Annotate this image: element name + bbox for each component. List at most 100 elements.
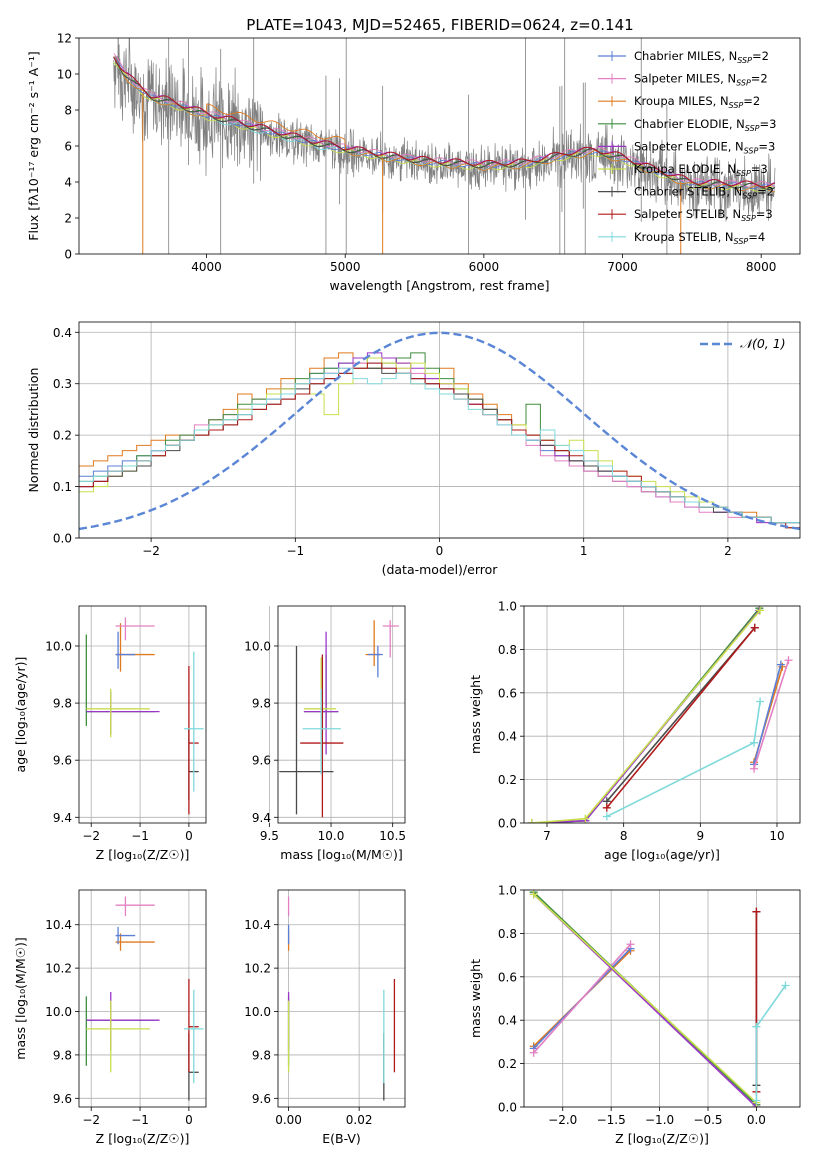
errorbar-point-salpeter_elodie [86, 991, 160, 1051]
weight-marker [752, 907, 761, 916]
errorbar-point-salpeter_elodie [86, 691, 160, 735]
legend-label: Kroupa STELIB, NSSP=4 [634, 230, 765, 246]
x-tick-label: −2.0 [548, 1113, 577, 1127]
weight-marker [529, 1048, 538, 1057]
weight-marker [776, 660, 785, 669]
x-tick-label: 8000 [746, 260, 777, 274]
y-tick-label: 9.8 [252, 1048, 271, 1062]
x-tick-label: −2 [142, 544, 160, 558]
legend-entry: Salpeter MILES, NSSP=2 [598, 72, 768, 88]
x-tick-label: 0.00 [275, 1113, 302, 1127]
x-tick-label: 10.0 [318, 829, 345, 843]
errorbar-point-kroupa_stelib [184, 651, 204, 792]
weight-plot-area [529, 890, 790, 1107]
weight-plot-area [527, 606, 793, 823]
x-axis-label: age [log₁₀(age/yr)] [604, 847, 720, 862]
y-tick-label: 2 [64, 212, 72, 226]
plot-frame [523, 605, 801, 824]
x-tick-label: 0.02 [346, 1113, 373, 1127]
errorbar-plot-area [287, 896, 396, 1101]
x-axis-label: Z [log₁₀(Z/Z☉)] [96, 847, 190, 862]
y-tick-label: 10.0 [45, 1005, 72, 1019]
weight-line-kroupa_stelib [606, 701, 761, 818]
errorbar-plot-area [85, 617, 204, 815]
weight-line-kroupa_elodie [533, 893, 757, 1104]
weight-line-salpeter_elodie [531, 609, 761, 823]
y-tick-label: 0.3 [53, 377, 72, 391]
x-axis-label: (data-model)/error [382, 562, 499, 577]
weight-marker [752, 1096, 761, 1105]
x-tick-label: 0 [185, 1113, 193, 1127]
legend-entry: Chabrier STELIB, NSSP=2 [598, 185, 774, 201]
y-axis-label: age [log₁₀(age/yr)] [13, 657, 28, 773]
y-tick-label: 1.0 [498, 600, 517, 614]
plot-frame [78, 889, 207, 1108]
legend-label: Salpeter MILES, NSSP=2 [634, 72, 768, 88]
x-tick-label: 10.5 [379, 829, 406, 843]
errorbar-plot-area [279, 620, 399, 818]
residuals-legend: 𝒩(0, 1) [700, 336, 786, 351]
y-tick-label: 9.8 [53, 1048, 72, 1062]
x-tick-label: 4000 [191, 260, 222, 274]
weight-marker [781, 981, 790, 990]
plot-frame [277, 605, 406, 824]
weight-vs-metallicity-panel: −2.0 −1.5 −1.0 −0.5 0.0 0.0 0.2 0.4 0.6 0.8 1.0 Z [… [468, 884, 801, 1146]
weight-line-salpeter_miles [753, 660, 790, 770]
spectrum-legend: Chabrier MILES, NSSP=2 Salpeter MILES, NS… [598, 49, 776, 246]
y-tick-label: 0.0 [498, 817, 517, 831]
legend-label: 𝒩(0, 1) [740, 336, 786, 351]
y-tick-label: 9.4 [53, 811, 72, 825]
model-spectrum-kroupa_elodie [113, 61, 776, 192]
age-vs-metallicity-panel: −2 −1 0 9.4 9.6 9.8 10.0 Z [log₁₀(Z/Z☉)] age [lo… [13, 605, 207, 862]
legend-entry: Chabrier MILES, NSSP=2 [598, 49, 769, 65]
weight-marker [756, 697, 765, 706]
y-tick-label: 0.4 [498, 1014, 517, 1028]
y-tick-label: 10 [57, 68, 72, 82]
x-tick-label: 5000 [330, 260, 361, 274]
weight-marker [750, 738, 758, 747]
weight-marker [750, 623, 759, 632]
spectrum-plot-area [113, 38, 776, 254]
errorbar-point-salpeter_miles [115, 896, 155, 917]
errorbar-point-chabrier_stelib [279, 645, 334, 815]
model-spectrum-salpeter_stelib [113, 56, 776, 188]
y-axis-label: mass weight [468, 959, 483, 1038]
x-axis-label: wavelength [Angstrom, rest frame] [329, 278, 549, 293]
weight-line-kroupa_stelib [755, 985, 787, 1101]
weight-marker [527, 819, 536, 823]
x-tick-label: −2 [82, 829, 100, 843]
weight-marker [626, 940, 635, 949]
errorbar-point-kroupa_elodie [86, 1000, 150, 1073]
y-tick-label: 0.0 [53, 532, 72, 546]
y-axis-label: mass [log₁₀(M/M☉)] [13, 937, 28, 1059]
plot-frame [78, 605, 207, 824]
observed-spectrum-line [113, 38, 776, 222]
y-tick-label: 10.4 [45, 918, 72, 932]
weight-marker [581, 814, 590, 823]
y-tick-label: 10.0 [244, 639, 271, 653]
legend-entry: Kroupa STELIB, NSSP=4 [598, 230, 765, 246]
y-tick-label: 0.8 [498, 643, 517, 657]
y-tick-label: 9.6 [252, 754, 271, 768]
model-spectrum-salpeter_miles [113, 53, 776, 188]
errorbar-point-salpeter_miles [382, 620, 399, 658]
x-tick-label: −1 [131, 1113, 149, 1127]
y-tick-label: 0 [64, 248, 72, 262]
y-tick-label: 10.0 [244, 1005, 271, 1019]
errorbar-point-kroupa_miles [115, 623, 155, 672]
legend-label: Chabrier STELIB, NSSP=2 [634, 185, 774, 201]
errorbar-plot-area [85, 896, 204, 1101]
errorbar-point-chabrier_miles [115, 631, 136, 669]
figure-title: PLATE=1043, MJD=52465, FIBERID=0624, z=0… [246, 16, 633, 34]
y-tick-label: 0.6 [498, 970, 517, 984]
errorbar-point-salpeter_miles [115, 617, 155, 641]
mass-vs-metallicity-panel: −2 −1 0 9.6 9.8 10.0 10.2 10.4 Z [log₁₀(Z/Z☉)] ma… [13, 889, 207, 1146]
residuals-plot-area [79, 331, 800, 538]
legend-entry: Kroupa MILES, NSSP=2 [598, 94, 760, 110]
y-tick-label: 9.6 [53, 754, 72, 768]
x-axis-label: Z [log₁₀(Z/Z☉)] [96, 1131, 190, 1146]
weight-line-chabrier_elodie [531, 607, 761, 823]
mass-vs-extinction-panel: 0.00 0.02 9.6 9.8 10.0 10.2 10.4 E(B-V) [244, 889, 406, 1146]
y-tick-label: 9.6 [53, 1092, 72, 1106]
